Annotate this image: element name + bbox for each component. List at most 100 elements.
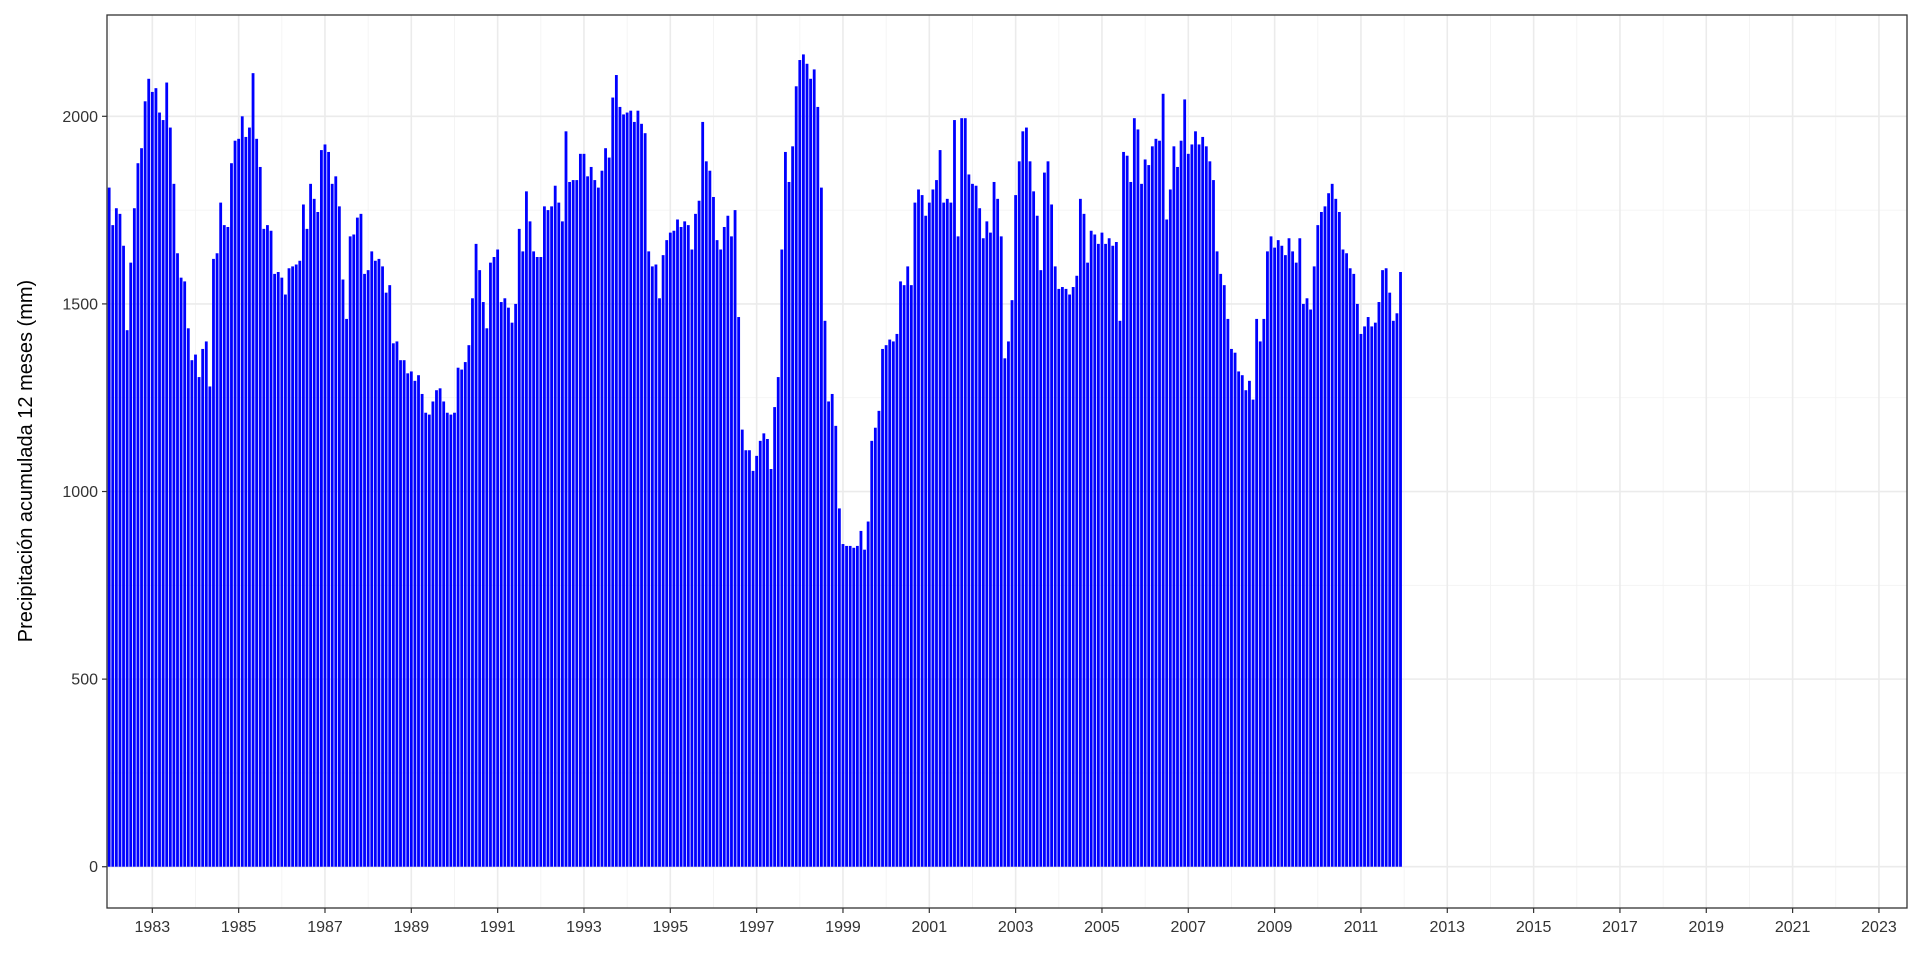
bar xyxy=(719,249,723,867)
bar xyxy=(647,251,651,867)
bar xyxy=(992,181,996,867)
bar xyxy=(974,185,978,867)
bar xyxy=(1269,236,1273,867)
x-tick-label: 2001 xyxy=(912,919,948,936)
bar xyxy=(1158,140,1161,867)
bar xyxy=(863,549,866,867)
bar xyxy=(607,157,611,867)
bar xyxy=(1176,166,1179,867)
bar xyxy=(694,213,697,867)
bar xyxy=(909,285,913,867)
bar xyxy=(766,438,769,867)
bar xyxy=(668,232,672,867)
bar xyxy=(1359,333,1363,867)
bar xyxy=(650,266,654,867)
bar xyxy=(456,367,460,867)
bar xyxy=(1330,183,1334,867)
panel-background xyxy=(107,15,1907,908)
bar xyxy=(1183,99,1187,867)
bar xyxy=(370,251,374,867)
bar xyxy=(1305,298,1309,867)
bar xyxy=(499,302,503,867)
bar xyxy=(920,195,924,867)
bar xyxy=(690,249,694,867)
bar xyxy=(816,106,820,867)
bar xyxy=(704,161,708,867)
bar xyxy=(384,292,388,867)
bar xyxy=(989,232,992,867)
bar xyxy=(722,226,726,867)
bar xyxy=(255,138,259,867)
bar xyxy=(658,298,661,867)
bar xyxy=(1399,272,1402,867)
bar xyxy=(1039,270,1043,867)
bar xyxy=(1007,341,1010,867)
bar xyxy=(1233,352,1237,867)
bar xyxy=(1230,348,1233,867)
bar xyxy=(230,163,233,867)
bar xyxy=(355,217,359,867)
bar xyxy=(399,360,402,867)
bar xyxy=(1086,262,1089,867)
bar xyxy=(467,345,471,867)
bar xyxy=(942,202,946,867)
bar xyxy=(1060,287,1064,867)
bar xyxy=(625,112,629,867)
bar xyxy=(855,545,859,867)
x-tick-label: 2011 xyxy=(1344,919,1379,936)
bar xyxy=(841,544,845,867)
x-tick-label: 2019 xyxy=(1688,919,1724,936)
bar xyxy=(582,153,586,867)
bar xyxy=(388,285,392,867)
bar xyxy=(884,345,888,867)
bar xyxy=(935,180,938,867)
bar xyxy=(147,78,151,867)
bar xyxy=(1298,238,1302,867)
bar xyxy=(1118,320,1122,867)
bar xyxy=(1017,161,1021,867)
bar xyxy=(967,174,971,867)
bar xyxy=(1003,358,1007,867)
bar xyxy=(1219,273,1223,867)
bar xyxy=(1071,287,1075,867)
bar xyxy=(614,75,618,867)
bars xyxy=(107,54,1402,867)
bar xyxy=(963,118,967,867)
bar xyxy=(302,204,305,867)
x-tick-label: 1983 xyxy=(135,919,171,936)
bar xyxy=(489,262,492,867)
bar xyxy=(158,112,161,867)
bar xyxy=(888,339,892,867)
bar xyxy=(899,281,902,867)
bar xyxy=(1366,317,1370,867)
bar xyxy=(1122,151,1125,867)
bar xyxy=(654,264,658,867)
bar xyxy=(118,213,122,867)
bar xyxy=(629,110,633,867)
bar xyxy=(514,303,518,867)
bar xyxy=(240,116,244,867)
bar xyxy=(453,412,456,867)
bar xyxy=(938,150,942,867)
bar xyxy=(564,131,568,867)
bar xyxy=(1150,146,1154,867)
bar xyxy=(532,251,536,867)
bar xyxy=(1276,240,1280,867)
bar xyxy=(337,206,341,867)
bar xyxy=(640,123,643,867)
bar xyxy=(1266,251,1269,867)
bar xyxy=(827,401,830,867)
bar xyxy=(679,226,683,867)
bar xyxy=(755,455,759,867)
bar xyxy=(859,530,863,867)
bar xyxy=(622,114,625,867)
bar xyxy=(359,213,363,867)
bar xyxy=(1050,204,1054,867)
bar xyxy=(1147,165,1151,867)
bar xyxy=(578,153,582,867)
x-tick-label: 1985 xyxy=(221,919,257,936)
bar xyxy=(1165,219,1169,867)
bar xyxy=(1258,341,1262,867)
bar xyxy=(1327,193,1330,867)
bar xyxy=(381,266,384,867)
